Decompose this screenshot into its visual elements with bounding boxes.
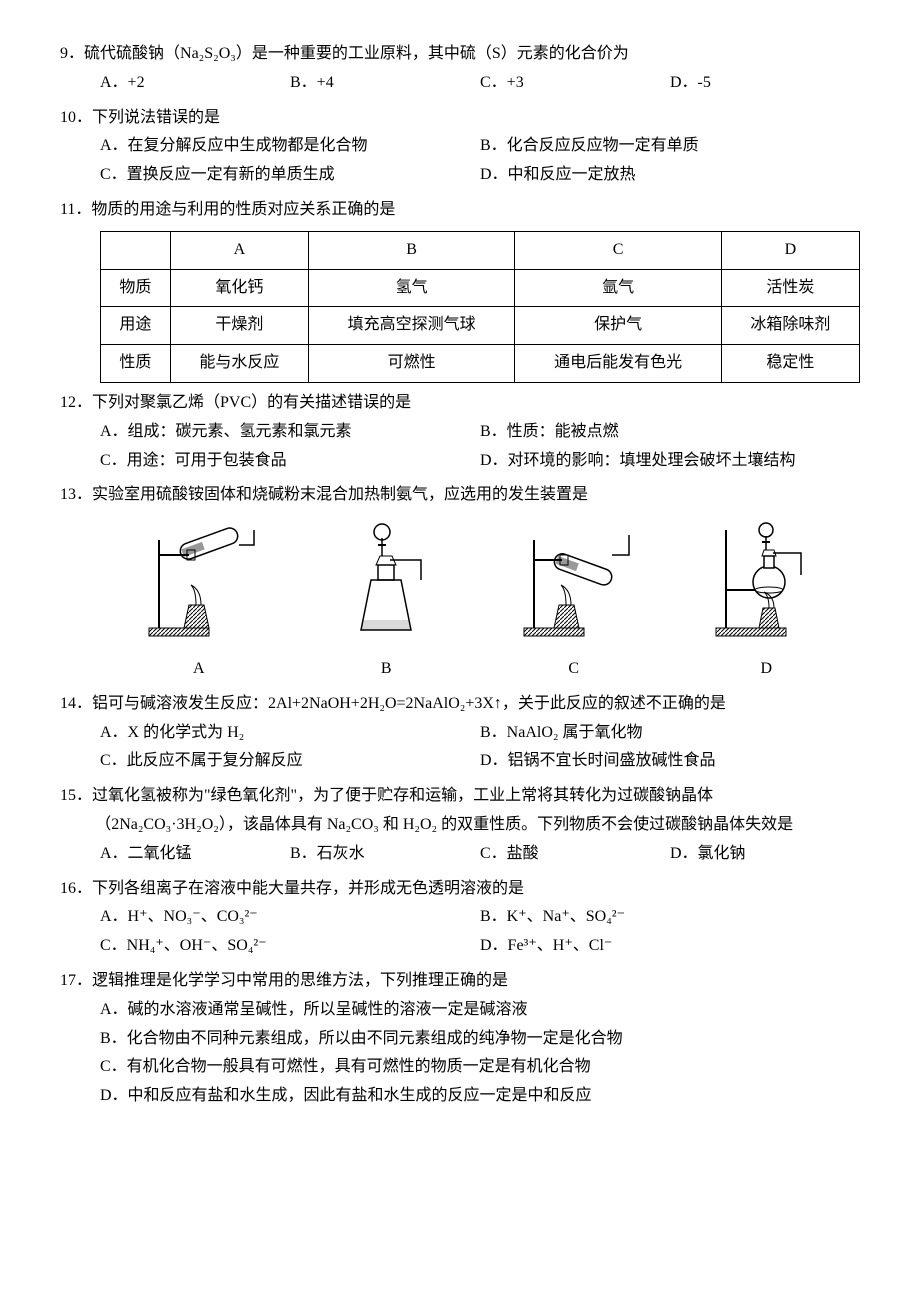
- apparatus-a: A: [129, 520, 269, 684]
- option-12-c: C．用途：可用于包装食品: [100, 447, 480, 476]
- option-17-a: A．碱的水溶液通常呈碱性，所以呈碱性的溶液一定是碱溶液: [100, 996, 860, 1025]
- question-14-text: 14．铝可与碱溶液发生反应：2Al+2NaOH+2H₂O=2NaAlO₂+3X↑…: [60, 690, 860, 719]
- question-12-options: A．组成：碳元素、氢元素和氯元素 B．性质：能被点燃 C．用途：可用于包装食品 …: [60, 418, 860, 476]
- apparatus-c-label: C: [504, 655, 644, 684]
- option-9-b: B．+4: [290, 69, 480, 98]
- table-cell: D: [721, 231, 859, 269]
- question-14-options: A．X 的化学式为 H₂ B．NaAlO₂ 属于氧化物 C．此反应不属于复分解反…: [60, 719, 860, 777]
- question-9: 9．硫代硫酸钠（Na₂S₂O₃）是一种重要的工业原料，其中硫（S）元素的化合价为…: [60, 40, 860, 98]
- question-11-table: A B C D 物质 氧化钙 氢气 氩气 活性炭 用途 干燥剂 填充高空探测气球…: [100, 231, 860, 383]
- apparatus-c-icon: [504, 520, 644, 640]
- table-cell: 可燃性: [308, 345, 514, 383]
- option-17-b: B．化合物由不同种元素组成，所以由不同元素组成的纯净物一定是化合物: [100, 1025, 860, 1054]
- apparatus-b-label: B: [326, 655, 446, 684]
- option-12-a: A．组成：碳元素、氢元素和氯元素: [100, 418, 480, 447]
- option-10-c: C．置换反应一定有新的单质生成: [100, 161, 480, 190]
- option-12-d: D．对环境的影响：填埋处理会破坏土壤结构: [480, 447, 860, 476]
- question-17-options: A．碱的水溶液通常呈碱性，所以呈碱性的溶液一定是碱溶液 B．化合物由不同种元素组…: [60, 996, 860, 1111]
- option-16-b: B．K⁺、Na⁺、SO₄²⁻: [480, 903, 860, 932]
- question-10: 10．下列说法错误的是 A．在复分解反应中生成物都是化合物 B．化合反应反应物一…: [60, 104, 860, 190]
- question-13-text: 13．实验室用硫酸铵固体和烧碱粉末混合加热制氨气，应选用的发生装置是: [60, 481, 860, 510]
- table-cell: 能与水反应: [170, 345, 308, 383]
- question-9-options: A．+2 B．+4 C．+3 D．-5: [60, 69, 860, 98]
- option-14-d: D．铝锅不宜长时间盛放碱性食品: [480, 747, 860, 776]
- apparatus-a-icon: [129, 520, 269, 640]
- option-15-d: D．氯化钠: [670, 840, 860, 869]
- table-cell: C: [515, 231, 721, 269]
- table-cell: 稳定性: [721, 345, 859, 383]
- option-10-d: D．中和反应一定放热: [480, 161, 860, 190]
- option-15-c: C．盐酸: [480, 840, 670, 869]
- question-13: 13．实验室用硫酸铵固体和烧碱粉末混合加热制氨气，应选用的发生装置是: [60, 481, 860, 683]
- table-cell: 通电后能发有色光: [515, 345, 721, 383]
- option-10-b: B．化合反应反应物一定有单质: [480, 132, 860, 161]
- question-10-text: 10．下列说法错误的是: [60, 104, 860, 133]
- table-cell: 物质: [101, 269, 171, 307]
- table-cell: B: [308, 231, 514, 269]
- table-row: 物质 氧化钙 氢气 氩气 活性炭: [101, 269, 860, 307]
- option-15-a: A．二氧化锰: [100, 840, 290, 869]
- question-15-text: 15．过氧化氢被称为"绿色氧化剂"，为了便于贮存和运输，工业上常将其转化为过碳酸…: [60, 782, 860, 840]
- question-16-text: 16．下列各组离子在溶液中能大量共存，并形成无色透明溶液的是: [60, 875, 860, 904]
- table-cell: 冰箱除味剂: [721, 307, 859, 345]
- table-cell: 氢气: [308, 269, 514, 307]
- option-9-c: C．+3: [480, 69, 670, 98]
- apparatus-d-label: D: [701, 655, 831, 684]
- table-cell: 性质: [101, 345, 171, 383]
- apparatus-a-label: A: [129, 655, 269, 684]
- question-16-options: A．H⁺、NO₃⁻、CO₃²⁻ B．K⁺、Na⁺、SO₄²⁻ C．NH₄⁺、OH…: [60, 903, 860, 961]
- option-10-a: A．在复分解反应中生成物都是化合物: [100, 132, 480, 161]
- option-9-d: D．-5: [670, 69, 860, 98]
- table-cell: 用途: [101, 307, 171, 345]
- option-16-a: A．H⁺、NO₃⁻、CO₃²⁻: [100, 903, 480, 932]
- question-15: 15．过氧化氢被称为"绿色氧化剂"，为了便于贮存和运输，工业上常将其转化为过碳酸…: [60, 782, 860, 868]
- table-row: A B C D: [101, 231, 860, 269]
- option-17-c: C．有机化合物一般具有可燃性，具有可燃性的物质一定是有机化合物: [100, 1053, 860, 1082]
- question-16: 16．下列各组离子在溶液中能大量共存，并形成无色透明溶液的是 A．H⁺、NO₃⁻…: [60, 875, 860, 961]
- option-15-b: B．石灰水: [290, 840, 480, 869]
- apparatus-b-icon: [326, 520, 446, 640]
- table-cell: [101, 231, 171, 269]
- option-9-a: A．+2: [100, 69, 290, 98]
- question-12: 12．下列对聚氯乙烯（PVC）的有关描述错误的是 A．组成：碳元素、氢元素和氯元…: [60, 389, 860, 475]
- question-9-text: 9．硫代硫酸钠（Na₂S₂O₃）是一种重要的工业原料，其中硫（S）元素的化合价为: [60, 40, 860, 69]
- question-10-options: A．在复分解反应中生成物都是化合物 B．化合反应反应物一定有单质 C．置换反应一…: [60, 132, 860, 190]
- table-cell: A: [170, 231, 308, 269]
- question-14: 14．铝可与碱溶液发生反应：2Al+2NaOH+2H₂O=2NaAlO₂+3X↑…: [60, 690, 860, 776]
- question-11-text: 11．物质的用途与利用的性质对应关系正确的是: [60, 196, 860, 225]
- apparatus-d-icon: [701, 520, 831, 640]
- table-cell: 氩气: [515, 269, 721, 307]
- question-17-text: 17．逻辑推理是化学学习中常用的思维方法，下列推理正确的是: [60, 967, 860, 996]
- option-16-d: D．Fe³⁺、H⁺、Cl⁻: [480, 932, 860, 961]
- table-cell: 活性炭: [721, 269, 859, 307]
- table-row: 性质 能与水反应 可燃性 通电后能发有色光 稳定性: [101, 345, 860, 383]
- table-cell: 干燥剂: [170, 307, 308, 345]
- option-12-b: B．性质：能被点燃: [480, 418, 860, 447]
- question-13-figures: A B: [100, 520, 860, 684]
- option-14-c: C．此反应不属于复分解反应: [100, 747, 480, 776]
- question-17: 17．逻辑推理是化学学习中常用的思维方法，下列推理正确的是 A．碱的水溶液通常呈…: [60, 967, 860, 1111]
- option-16-c: C．NH₄⁺、OH⁻、SO₄²⁻: [100, 932, 480, 961]
- table-cell: 填充高空探测气球: [308, 307, 514, 345]
- apparatus-d: D: [701, 520, 831, 684]
- table-row: 用途 干燥剂 填充高空探测气球 保护气 冰箱除味剂: [101, 307, 860, 345]
- question-15-options: A．二氧化锰 B．石灰水 C．盐酸 D．氯化钠: [60, 840, 860, 869]
- apparatus-b: B: [326, 520, 446, 684]
- question-12-text: 12．下列对聚氯乙烯（PVC）的有关描述错误的是: [60, 389, 860, 418]
- question-11: 11．物质的用途与利用的性质对应关系正确的是 A B C D 物质 氧化钙 氢气…: [60, 196, 860, 383]
- apparatus-c: C: [504, 520, 644, 684]
- option-14-a: A．X 的化学式为 H₂: [100, 719, 480, 748]
- table-cell: 氧化钙: [170, 269, 308, 307]
- option-17-d: D．中和反应有盐和水生成，因此有盐和水生成的反应一定是中和反应: [100, 1082, 860, 1111]
- table-cell: 保护气: [515, 307, 721, 345]
- option-14-b: B．NaAlO₂ 属于氧化物: [480, 719, 860, 748]
